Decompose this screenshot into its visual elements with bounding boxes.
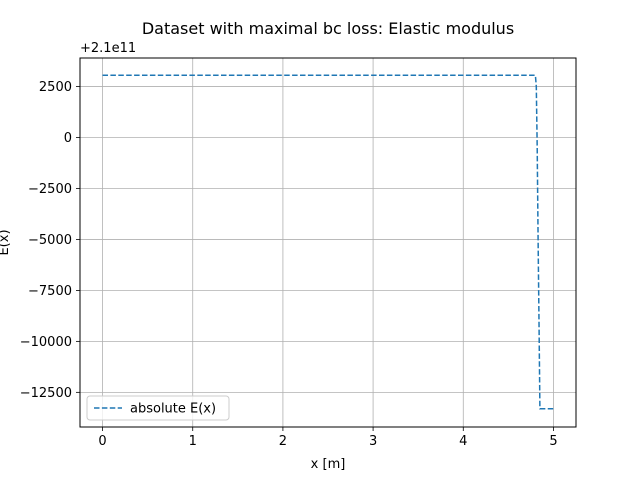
- y-tick-label: −10000: [20, 335, 72, 350]
- grid-lines: [80, 58, 576, 427]
- plot-frame: [79, 57, 577, 428]
- x-axis-label: x [m]: [311, 457, 346, 472]
- y-axis-label: E(x): [0, 229, 12, 255]
- x-tick-label: 5: [549, 434, 557, 449]
- y-tick-label: −7500: [28, 284, 72, 299]
- y-tick-label: −12500: [20, 386, 72, 401]
- chart-title: Dataset with maximal bc loss: Elastic mo…: [142, 19, 514, 38]
- x-axis-ticks: 0 1 2 3 4 5: [98, 427, 558, 449]
- x-tick-label: 3: [369, 434, 377, 449]
- y-tick-label: −5000: [28, 233, 72, 248]
- legend: absolute E(x): [86, 395, 230, 421]
- legend-box: [86, 395, 230, 421]
- y-tick-label: −2500: [28, 182, 72, 197]
- x-tick-label: 1: [189, 434, 197, 449]
- y-axis-ticks: 2500 0 −2500 −5000 −7500 −10000 −12500: [20, 80, 80, 401]
- x-tick-label: 4: [459, 434, 467, 449]
- x-tick-label: 2: [279, 434, 287, 449]
- series-line: [102, 74, 554, 410]
- series-layer: [102, 74, 554, 410]
- y-offset-label: +2.1e11: [80, 41, 136, 56]
- legend-entry-absolute: absolute E(x): [130, 402, 216, 417]
- y-tick-label: 2500: [39, 80, 72, 95]
- x-tick-label: 0: [98, 434, 106, 449]
- y-tick-label: 0: [64, 131, 72, 146]
